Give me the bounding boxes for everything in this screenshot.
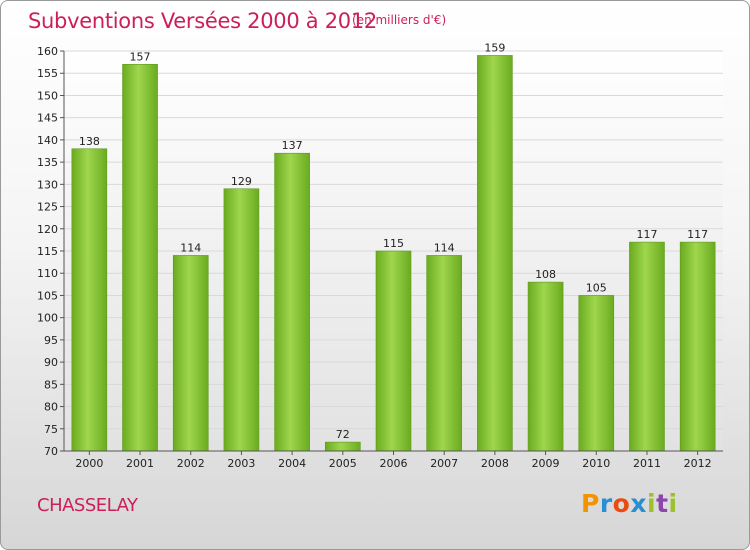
data-label-2000: 138 [79,135,100,148]
bar-2003 [223,188,260,452]
data-label-2011: 117 [636,228,657,241]
data-label-2009: 108 [535,268,556,281]
x-tick-label: 2008 [481,457,509,470]
y-tick-label: 100 [37,312,58,325]
logo-letter: P [581,489,600,518]
y-tick-label: 85 [44,378,58,391]
y-tick-label: 115 [37,245,58,258]
chart-title: Subventions Versées 2000 à 2012 [28,9,377,33]
bar-2002 [172,255,209,452]
bar-2001 [122,64,158,452]
x-tick-label: 2009 [532,457,560,470]
y-tick-label: 145 [37,112,58,125]
chart-units: (en milliers d'€) [352,13,447,27]
bar-2000 [71,148,108,452]
y-tick-label: 120 [37,223,58,236]
x-tick-label: 2004 [278,457,306,470]
y-tick-label: 80 [44,401,58,414]
data-label-2003: 129 [231,175,252,188]
x-tick-label: 2010 [582,457,610,470]
data-label-2004: 137 [282,139,303,152]
data-label-2010: 105 [586,281,607,294]
x-tick-label: 2003 [227,457,255,470]
x-tick-label: 2006 [380,457,408,470]
y-tick-label: 155 [37,67,58,80]
y-tick-label: 135 [37,156,58,169]
logo-letter: x [630,489,647,518]
bar-2010 [578,295,615,452]
x-tick-label: 2012 [684,457,712,470]
x-tick-label: 2000 [75,457,103,470]
bar-2012 [679,241,716,452]
x-tick-label: 2001 [126,457,154,470]
logo-letter: i [647,489,657,518]
bar-2005 [325,441,361,452]
logo-letter: i [668,489,678,518]
y-tick-label: 70 [44,445,58,458]
y-tick-label: 140 [37,134,58,147]
x-tick-label: 2005 [329,457,357,470]
commune-name: CHASSELAY [37,495,138,516]
bar-2008 [477,55,513,452]
data-label-2005: 72 [336,428,350,441]
y-tick-label: 95 [44,334,58,347]
y-tick-label: 125 [37,201,58,214]
y-tick-label: 75 [44,423,58,436]
bar-2006 [375,250,412,452]
bar-2007 [426,255,462,452]
data-label-2001: 157 [130,50,151,63]
proxiti-logo[interactable]: Proxiti [581,489,678,518]
logo-letter: t [656,489,669,518]
data-label-2007: 114 [434,241,455,254]
bar-2011 [629,241,665,452]
y-tick-label: 150 [37,89,58,102]
logo-letter: r [599,489,613,518]
x-tick-label: 2011 [633,457,661,470]
bar-2004 [274,152,310,452]
logo-letter: o [612,489,631,518]
y-tick-label: 130 [37,178,58,191]
x-tick-label: 2002 [177,457,205,470]
x-tick-label: 2007 [430,457,458,470]
data-label-2012: 117 [687,228,708,241]
data-label-2006: 115 [383,237,404,250]
bar-2009 [527,281,564,452]
data-label-2008: 159 [484,41,505,54]
y-tick-label: 90 [44,356,58,369]
y-tick-label: 160 [37,45,58,58]
y-tick-label: 105 [37,289,58,302]
data-label-2002: 114 [180,241,201,254]
y-tick-label: 110 [37,267,58,280]
